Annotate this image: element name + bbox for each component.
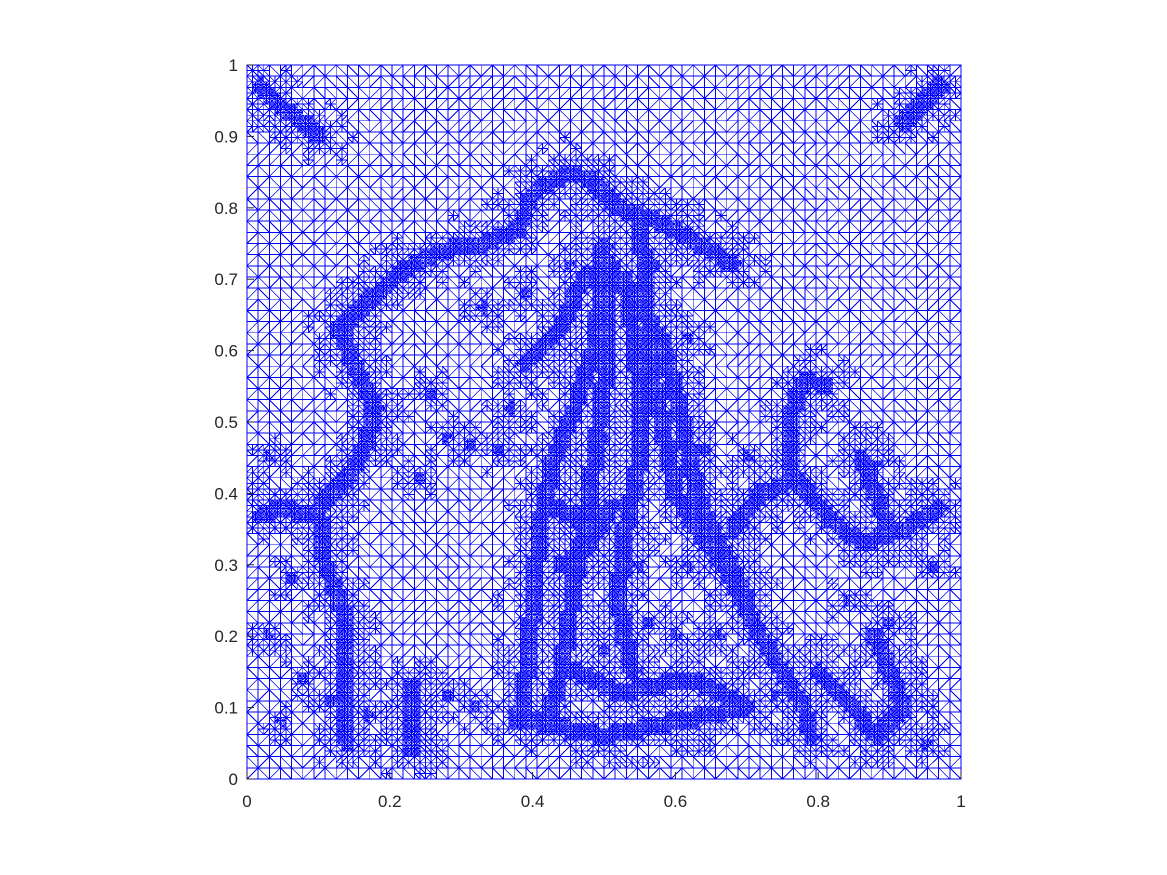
axes: 0 0.2 0.4 0.6 0.8 1 00.10.20.30.40.50.60.70.8… [214,56,965,811]
triangle-mesh [246,64,962,780]
